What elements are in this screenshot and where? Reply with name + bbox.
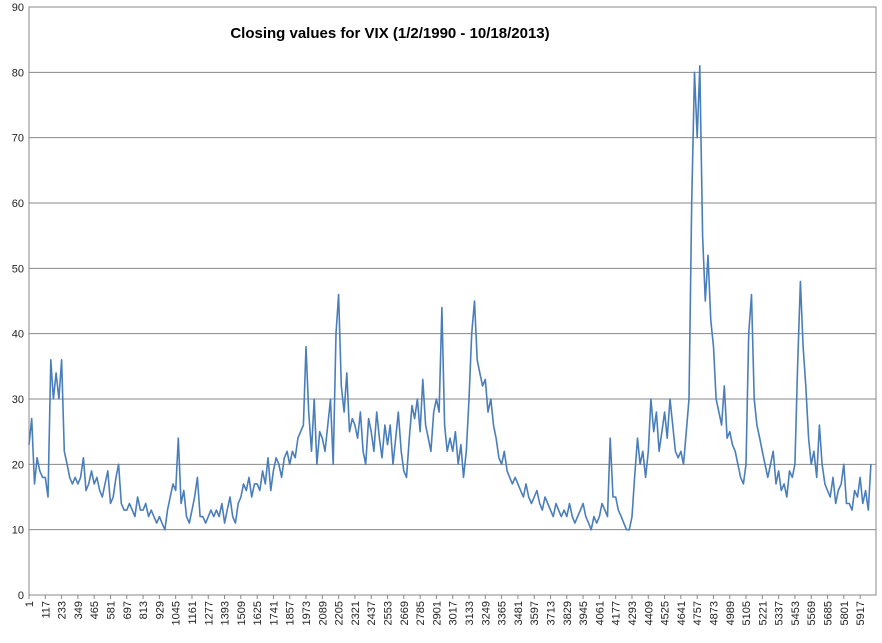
x-tick-label: 1: [24, 601, 36, 607]
x-tick-label: 5685: [823, 601, 835, 625]
x-tick-label: 3365: [497, 601, 509, 625]
x-tick-label: 465: [89, 601, 101, 619]
y-tick-label: 60: [12, 198, 24, 210]
y-tick-label: 90: [12, 2, 24, 14]
x-tick-label: 4061: [594, 601, 606, 625]
x-tick-label: 3597: [529, 601, 541, 625]
y-tick-label: 20: [12, 459, 24, 471]
x-tick-label: 2437: [366, 601, 378, 625]
x-tick-label: 2669: [399, 601, 411, 625]
x-tick-label: 813: [138, 601, 150, 619]
x-tick-label: 1509: [236, 601, 248, 625]
chart-title: Closing values for VIX (1/2/1990 - 10/18…: [230, 25, 549, 42]
x-tick-label: 4641: [676, 601, 688, 625]
x-tick-label: 929: [154, 601, 166, 619]
y-tick-label: 50: [12, 263, 24, 275]
x-tick-label: 4757: [692, 601, 704, 625]
x-tick-label: 4293: [627, 601, 639, 625]
x-tick-label: 2089: [317, 601, 329, 625]
x-tick-label: 5917: [855, 601, 867, 625]
x-tick-label: 2785: [415, 601, 427, 625]
x-tick-label: 2321: [350, 601, 362, 625]
x-tick-label: 1857: [285, 601, 297, 625]
x-tick-label: 2205: [334, 601, 346, 625]
x-tick-label: 5105: [741, 601, 753, 625]
x-tick-label: 1161: [187, 601, 199, 625]
plot-frame: [28, 6, 877, 596]
x-tick-label: 349: [73, 601, 85, 619]
x-tick-label: 1045: [171, 601, 183, 625]
x-tick-label: 233: [57, 601, 69, 619]
x-tick-label: 4525: [660, 601, 672, 625]
x-tick-label: 2553: [383, 601, 395, 625]
x-tick-label: 1741: [268, 601, 280, 625]
x-tick-label: 3481: [513, 601, 525, 625]
y-tick-label: 70: [12, 133, 24, 145]
x-tick-label: 3713: [545, 601, 557, 625]
x-tick-label: 1393: [220, 601, 232, 625]
x-tick-label: 5569: [806, 601, 818, 625]
series-line: [28, 65, 872, 531]
x-tick-label: 5337: [774, 601, 786, 625]
x-tick-label: 117: [40, 601, 52, 619]
x-tick-label: 5801: [839, 601, 851, 625]
x-tick-label: 3945: [578, 601, 590, 625]
x-tick-label: 4177: [611, 601, 623, 625]
x-tick-label: 3133: [464, 601, 476, 625]
x-tick-label: 2901: [431, 601, 443, 625]
x-tick-label: 1277: [203, 601, 215, 625]
x-tick-label: 1625: [252, 601, 264, 625]
x-tick-label: 581: [105, 601, 117, 619]
x-tick-label: 4873: [708, 601, 720, 625]
y-tick-label: 80: [12, 67, 24, 79]
x-tick-label: 697: [122, 601, 134, 619]
y-tick-label: 30: [12, 394, 24, 406]
x-tick-label: 4989: [725, 601, 737, 625]
y-tick-label: 0: [18, 590, 24, 602]
y-tick-label: 10: [12, 525, 24, 537]
x-tick-label: 3017: [448, 601, 460, 625]
x-tick-label: 3829: [562, 601, 574, 625]
x-tick-label: 1973: [301, 601, 313, 625]
x-tick-label: 4409: [643, 601, 655, 625]
x-tick-label: 3249: [480, 601, 492, 625]
x-tick-label: 5221: [757, 601, 769, 625]
y-tick-label: 40: [12, 329, 24, 341]
x-tick-label: 5453: [790, 601, 802, 625]
